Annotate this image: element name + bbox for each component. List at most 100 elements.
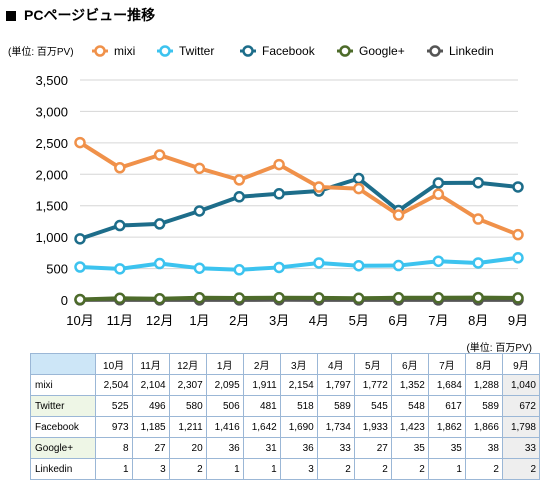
table-cell: 33 (316, 437, 355, 459)
table-cell: 2,104 (131, 374, 170, 396)
data-point-3-9 (432, 292, 445, 304)
legend-label-2: Facebook (262, 44, 316, 58)
data-point-2-0 (74, 233, 86, 245)
data-point-1-4 (233, 264, 246, 276)
data-point-2-1 (114, 219, 126, 232)
table-cell: 2,154 (279, 374, 318, 396)
table-row: Google+ 8 27 20 36 31 36 33 27 35 35 38 33 (30, 437, 540, 459)
table-cell: 1,642 (242, 416, 281, 438)
table-cell: 27 (131, 437, 170, 459)
table-column-header: 7月 (427, 353, 466, 375)
table-cell: 973 (94, 416, 133, 438)
table-cell: 33 (501, 437, 540, 459)
table-cell: 525 (94, 395, 133, 417)
data-point-2-10 (472, 176, 484, 189)
table-cell: 672 (501, 395, 540, 417)
table-cell: 1,423 (390, 416, 429, 438)
data-point-3-10 (472, 291, 484, 304)
data-point-3-7 (352, 292, 365, 305)
x-tick-label-11: 9月 (508, 313, 528, 328)
table-cell: 617 (427, 395, 466, 417)
y-tick-label-1: 500 (46, 262, 68, 277)
table-cell: 2,307 (168, 374, 207, 396)
data-point-3-11 (512, 292, 524, 304)
table-cell: 481 (242, 395, 281, 417)
legend-marker-4 (429, 45, 441, 57)
table-row: mixi 2,504 2,104 2,307 2,095 1,911 2,154 1,797 1… (30, 374, 540, 396)
legend-marker-2 (242, 45, 254, 57)
data-point-0-9 (432, 188, 445, 200)
page-title: PCページビュー推移 (6, 5, 155, 25)
table-cell: 31 (242, 437, 281, 459)
table-cell: 1 (242, 458, 281, 480)
table-cell: 2 (168, 458, 207, 480)
table-column-header: 5月 (353, 353, 392, 375)
chart-unit-label: (単位: 百万PV) (8, 45, 74, 58)
data-point-1-8 (392, 259, 405, 272)
table-column-header: 6月 (390, 353, 429, 375)
data-point-0-7 (352, 182, 365, 195)
data-point-0-11 (512, 228, 524, 241)
table-cell: 496 (131, 395, 170, 417)
table-cell: 589 (316, 395, 355, 417)
x-tick-label-4: 2月 (229, 313, 249, 328)
data-point-2-9 (432, 177, 445, 189)
table-row-label: Facebook (30, 416, 96, 438)
legend-marker-3 (339, 45, 351, 57)
table-cell: 1,352 (390, 374, 429, 396)
data-point-0-4 (233, 174, 246, 186)
table-row: Twitter 525 496 580 506 481 518 589 545 548 617 589… (30, 395, 540, 417)
legend-marker-0 (94, 45, 106, 57)
table-cell: 1 (205, 458, 244, 480)
table-column-header: 3月 (279, 353, 318, 375)
data-point-0-0 (74, 136, 86, 149)
table-cell: 1,211 (168, 416, 207, 438)
legend-label-4: Linkedin (449, 44, 494, 58)
data-point-2-7 (352, 172, 365, 185)
table-column-header: 10月 (94, 353, 133, 375)
data-point-1-1 (114, 263, 126, 275)
legend-label-3: Google+ (359, 44, 405, 58)
data-table: 10月 11月 12月 1月 2月 3月 4月 5月 6月 7月 8月 9月 mixi 2,504 2,1… (30, 353, 540, 480)
table-row-label: mixi (30, 374, 96, 396)
table-column-header: 9月 (501, 353, 540, 375)
data-point-3-3 (193, 291, 206, 304)
table-cell: 8 (94, 437, 133, 459)
data-point-1-6 (313, 257, 325, 269)
table-body: mixi 2,504 2,104 2,307 2,095 1,911 2,154 1,797 1… (30, 374, 540, 480)
table-cell: 1,416 (205, 416, 244, 438)
data-point-3-0 (74, 293, 86, 306)
page-title-text: PCページビュー推移 (24, 7, 156, 23)
series-line-3 (79, 295, 519, 302)
table-column-header: 2月 (242, 353, 281, 375)
data-point-2-2 (153, 218, 166, 230)
table-cell: 580 (168, 395, 207, 417)
x-tick-label-1: 11月 (107, 313, 134, 328)
data-point-1-0 (74, 261, 86, 273)
table-cell: 35 (427, 437, 466, 459)
y-tick-label-2: 1,000 (35, 230, 68, 245)
table-cell: 2 (390, 458, 429, 480)
y-tick-label-4: 2,000 (35, 167, 68, 182)
legend-label-1: Twitter (179, 44, 214, 58)
table-cell: 2,095 (205, 374, 244, 396)
table-cell: 1,288 (464, 374, 503, 396)
table-cell: 589 (464, 395, 503, 417)
data-point-1-10 (472, 257, 484, 269)
table-header-row: 10月 11月 12月 1月 2月 3月 4月 5月 6月 7月 8月 9月 (30, 353, 540, 375)
table-column-header: 8月 (464, 353, 503, 375)
table-cell: 1 (427, 458, 466, 480)
table-row: Linkedin 1 3 2 1 1 3 2 2 2 1 2 2 (30, 458, 540, 480)
table-cell: 2 (316, 458, 355, 480)
table-cell: 36 (279, 437, 318, 459)
table-cell: 1,866 (464, 416, 503, 438)
table-row-label: Google+ (30, 437, 96, 459)
series-line-2 (79, 176, 519, 241)
table-cell: 1,772 (353, 374, 392, 396)
table-cell: 1,690 (279, 416, 318, 438)
table-cell: 1,040 (501, 374, 540, 396)
data-point-2-4 (233, 191, 246, 203)
data-point-3-6 (313, 292, 325, 304)
table-cell: 3 (131, 458, 170, 480)
table-cell: 1 (94, 458, 133, 480)
